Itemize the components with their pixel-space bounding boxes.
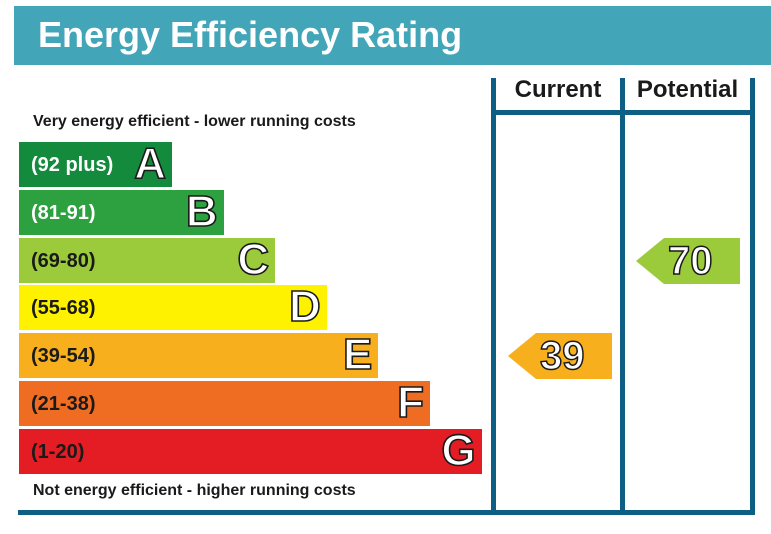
band-letter: F [396,378,424,428]
band-letter: A [133,139,166,189]
band-letter: C [237,234,270,284]
current-rating-arrow-shape [508,333,612,380]
potential-column-header: Potential [636,76,739,103]
current-column-right-border [620,78,625,514]
band-c: (69-80) C [19,234,276,284]
band-range-label: (21-38) [31,393,96,415]
potential-rating-arrow-value: 70 [667,238,713,284]
current-rating-arrow: 39 [508,333,612,380]
inefficient-caption: Not energy efficient - higher running co… [33,482,356,499]
potential-rating-arrow: 70 [636,237,740,284]
band-f: (21-38) F [19,378,430,428]
potential-column-right-border [750,78,755,514]
current-column-left-border [491,78,496,514]
band-range-label: (81-91) [31,201,96,224]
band-range-label: (55-68) [31,297,96,320]
band-d: (55-68) D [19,282,327,332]
band-range-label: (69-80) [31,249,96,272]
band-letter: G [441,425,477,475]
band-a: (92 plus) A [19,139,172,189]
band-range-label: (92 plus) [31,154,114,176]
band-letter: D [288,282,321,332]
band-letter: B [185,186,218,236]
page-title: Energy Efficiency Rating [38,14,463,55]
potential-rating-arrow-shape [636,237,740,284]
efficient-caption: Very energy efficient - lower running co… [33,113,356,130]
current-column-header: Current [514,76,602,103]
band-g: (1-20) G [19,425,482,475]
band-range-label: (1-20) [31,440,85,463]
title-banner: Energy Efficiency Rating [14,6,771,65]
band-range-label: (39-54) [31,345,96,368]
band-e: (39-54) E [19,330,379,380]
bottom-border [18,510,755,515]
band-b: (81-91) B [19,186,224,236]
column-header-divider [491,110,755,115]
current-rating-arrow-value: 39 [539,333,585,379]
band-letter: E [342,330,373,380]
